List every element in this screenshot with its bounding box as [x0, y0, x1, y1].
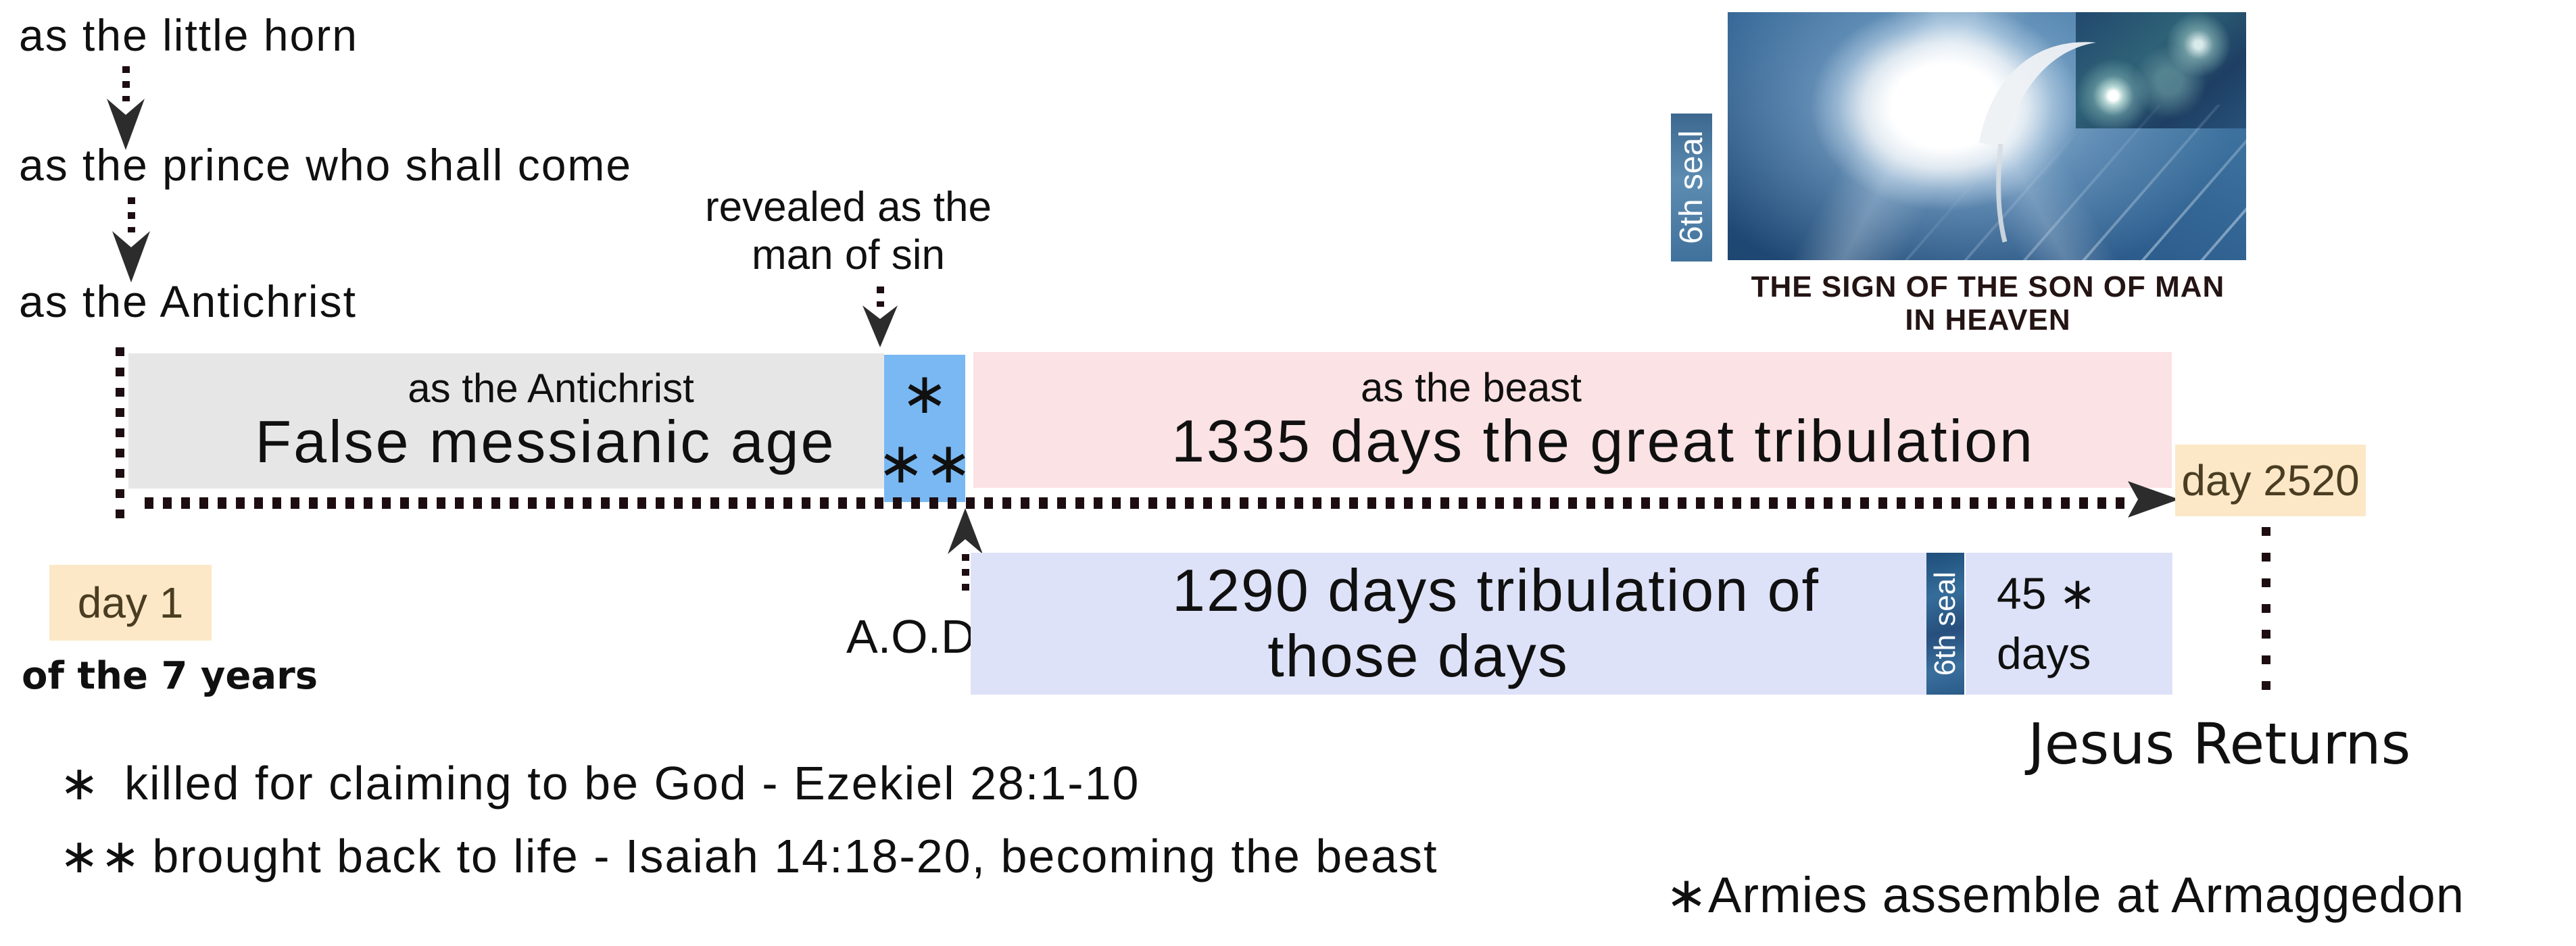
man-of-sin-arrow-tail [877, 287, 884, 307]
heaven-caption-line-1: THE SIGN OF THE SON OF MAN [1751, 270, 2225, 303]
scythe-graphic [1979, 41, 2097, 243]
era2-subtitle: as the beast [1361, 364, 1582, 410]
tribulation-1290-box: 1290 days tribulation of those days [971, 553, 1926, 695]
era1-title: False messianic age [255, 408, 836, 476]
jesus-returns-label: Jesus Returns [2028, 711, 2411, 777]
aod-arrow-tail [962, 554, 969, 595]
timeline-arrow-head [2128, 481, 2179, 518]
timeline-dotted-line [145, 497, 2125, 509]
era1-subtitle: as the Antichrist [408, 366, 694, 412]
box1290-line-1: 1290 days tribulation of [1172, 557, 1820, 624]
days-45-box: 45 ∗ days [1966, 553, 2172, 695]
nebula-graphic [2076, 12, 2246, 128]
great-tribulation-box: as the beast 1335 days the great tribula… [973, 352, 2172, 488]
footnote-killed-text: killed for claiming to be God - Ezekiel … [124, 757, 1140, 810]
man-of-sin-arrow-head [862, 305, 898, 347]
heaven-caption-line-2: IN HEAVEN [1905, 303, 2071, 337]
day-2520-vertical-dotted-line [2262, 527, 2270, 691]
footnote-revived: ∗∗ brought back to life - Isaiah 14:18-2… [59, 828, 1438, 884]
footnote-armies: ∗Armies assemble at Armaggedon [1666, 867, 2464, 923]
footnote-revived-marker: ∗∗ [59, 830, 142, 882]
revealed-line-2: man of sin [751, 231, 946, 278]
sixth-seal-strip: 6th seal [1926, 553, 1964, 695]
box45-line-1: 45 ∗ [1997, 568, 2097, 618]
footnote-killed-marker: ∗ [59, 757, 101, 810]
cascade-arrow-1-head [107, 99, 145, 150]
box45-line-2: days [1997, 628, 2091, 678]
false-messianic-age-box: as the Antichrist False messianic age [128, 353, 884, 489]
day-1-sublabel: of the 7 years [22, 654, 318, 698]
day-2520-label: day 2520 [2181, 456, 2360, 505]
footnote-killed: ∗ killed for claiming to be God - Ezekie… [59, 755, 1140, 811]
revealed-line-1: revealed as the [705, 184, 992, 230]
cascade-label-prince: as the prince who shall come [19, 140, 633, 190]
day1-vertical-dotted-line [116, 347, 124, 526]
cascade-arrow-1-tail [122, 66, 130, 101]
killed-revived-marker-box: ∗ ∗∗ [877, 355, 972, 502]
sixth-seal-strip-label: 6th seal [1928, 571, 1962, 676]
day-2520-badge: day 2520 [2175, 445, 2366, 516]
killed-asterisk: ∗ [900, 361, 949, 425]
cascade-label-antichrist: as the Antichrist [19, 276, 357, 326]
day-1-label: day 1 [77, 578, 184, 627]
heaven-caption: THE SIGN OF THE SON OF MAN IN HEAVEN [1728, 270, 2248, 337]
cascade-label-little-horn: as the little horn [19, 10, 358, 60]
sixth-seal-top-label: 6th seal [1674, 130, 1709, 245]
sixth-seal-top-label-box: 6th seal [1671, 114, 1712, 262]
revived-asterisks: ∗∗ [877, 430, 973, 495]
cascade-arrow-2-tail [128, 197, 135, 232]
era2-title: 1335 days the great tribulation [1171, 407, 2035, 474]
light-streaks-graphic [1895, 105, 2246, 260]
revealed-label: revealed as the man of sin [646, 184, 1051, 279]
box1290-line-2: those days [1267, 622, 1569, 689]
footnote-revived-text: brought back to life - Isaiah 14:18-20, … [152, 830, 1438, 882]
day-1-badge: day 1 [49, 565, 212, 641]
aod-arrow-head [948, 508, 983, 554]
cascade-arrow-2-head [112, 231, 150, 282]
son-of-man-sign-image [1728, 12, 2246, 260]
